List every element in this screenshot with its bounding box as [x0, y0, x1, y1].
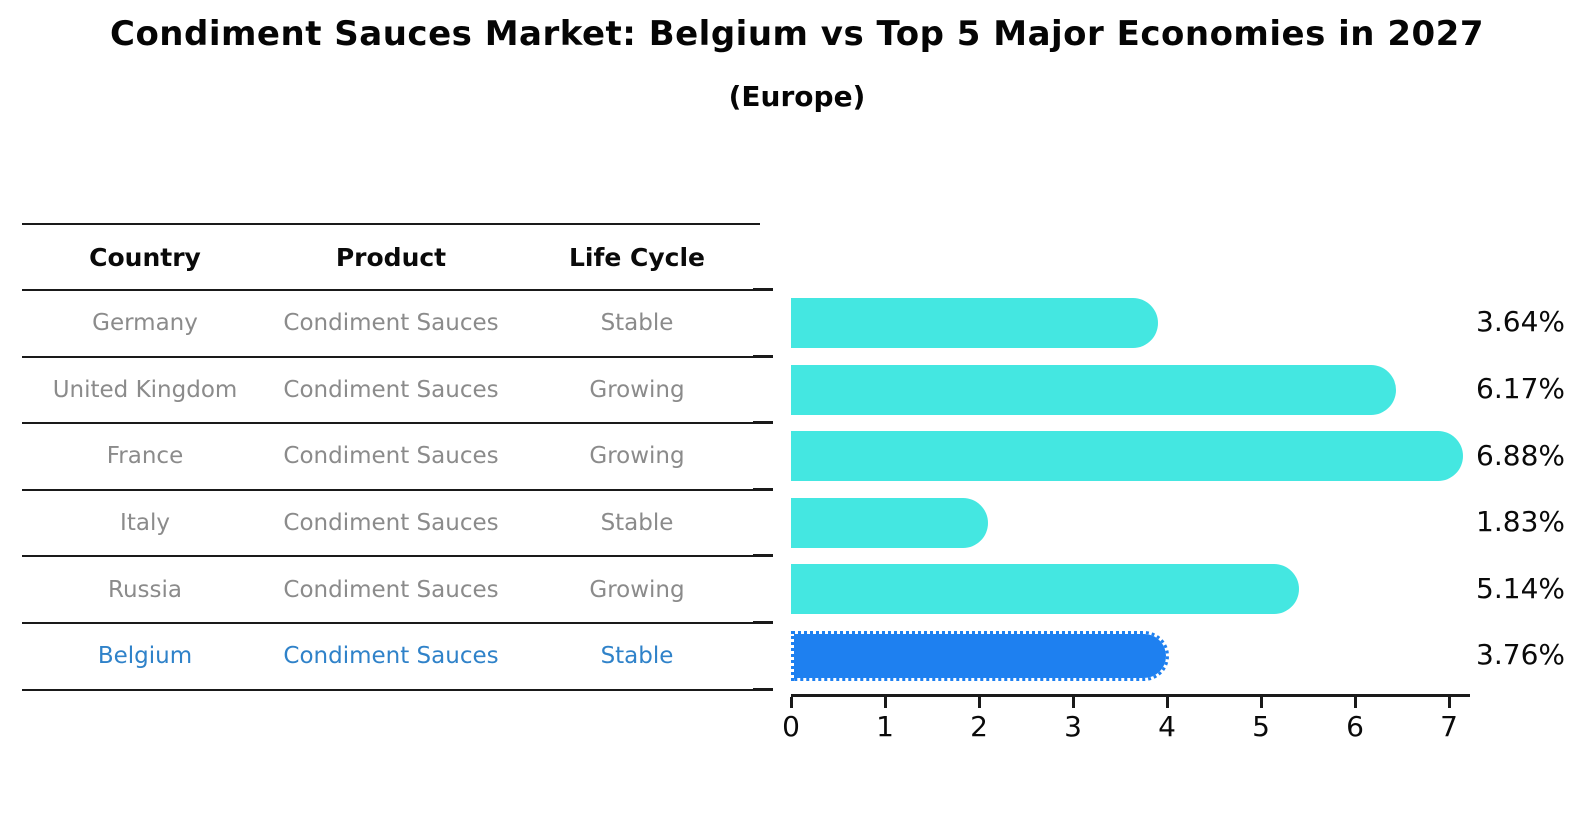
x-axis-tick: [790, 697, 793, 708]
x-axis-tick: [1354, 697, 1357, 708]
table-row: Italy Condiment Sauces Stable: [22, 491, 760, 558]
x-axis-tick: [978, 697, 981, 708]
cell-product: Condiment Sauces: [283, 376, 499, 403]
bar-france: [791, 431, 1463, 482]
x-axis-tick: [1448, 697, 1451, 708]
cell-product: Condiment Sauces: [283, 576, 499, 603]
cell-life-cycle: Growing: [589, 576, 685, 603]
chart-subtitle: (Europe): [728, 80, 866, 113]
x-tick-label: 2: [970, 710, 988, 743]
cell-life-cycle: Stable: [600, 310, 674, 337]
cell-product: Condiment Sauces: [283, 510, 499, 537]
cell-product: Condiment Sauces: [283, 310, 499, 337]
bar-russia: [791, 564, 1300, 615]
x-tick-label: 6: [1346, 710, 1364, 743]
bar-united-kingdom: [791, 364, 1396, 415]
bar-value-label: 6.88%: [1476, 438, 1565, 472]
bar-italy: [791, 497, 989, 548]
x-axis-tick: [1166, 697, 1169, 708]
table-header-row: Country Product Life Cycle: [22, 225, 760, 291]
bar-value-label: 1.83%: [1476, 505, 1565, 539]
table-row: Belgium Condiment Sauces Stable: [22, 624, 760, 691]
table-row: United Kingdom Condiment Sauces Growing: [22, 358, 760, 425]
chart-title: Condiment Sauces Market: Belgium vs Top …: [110, 14, 1484, 54]
cell-product: Condiment Sauces: [283, 443, 499, 470]
x-axis-tick: [884, 697, 887, 708]
cell-life-cycle: Growing: [589, 376, 685, 403]
table-body: Germany Condiment Sauces Stable United King…: [22, 291, 760, 691]
bar-value-label: 5.14%: [1476, 571, 1565, 605]
x-axis-tick: [1260, 697, 1263, 708]
bar-value-label: 6.17%: [1476, 371, 1565, 405]
cell-country: Italy: [120, 510, 170, 537]
bar-value-label: 3.64%: [1476, 305, 1565, 339]
table-row: Russia Condiment Sauces Growing: [22, 557, 760, 624]
x-axis-tick: [1072, 697, 1075, 708]
header-product: Product: [335, 242, 447, 272]
bar-belgium: [791, 631, 1170, 681]
cell-country: Germany: [92, 310, 198, 337]
x-tick-label: 0: [782, 710, 800, 743]
table-row: Germany Condiment Sauces Stable: [22, 291, 760, 358]
x-tick-label: 4: [1158, 710, 1176, 743]
cell-country: Russia: [108, 576, 182, 603]
cell-life-cycle: Growing: [589, 443, 685, 470]
x-tick-label: 5: [1252, 710, 1270, 743]
header-life-cycle: Life Cycle: [568, 242, 706, 272]
x-tick-label: 7: [1440, 710, 1458, 743]
bar-germany: [791, 298, 1159, 348]
cell-life-cycle: Stable: [600, 510, 674, 537]
table-row: France Condiment Sauces Growing: [22, 424, 760, 491]
x-tick-label: 3: [1064, 710, 1082, 743]
cell-product: Condiment Sauces: [283, 643, 499, 670]
x-tick-label: 1: [876, 710, 894, 743]
country-table: Country Product Life Cycle Germany Condim…: [22, 223, 760, 691]
header-country: Country: [89, 242, 201, 272]
cell-country: United Kingdom: [52, 376, 238, 403]
cell-country: Belgium: [97, 643, 193, 670]
cell-country: France: [106, 443, 184, 470]
bar-value-label: 3.76%: [1476, 638, 1565, 672]
cell-life-cycle: Stable: [600, 643, 674, 670]
x-axis-line: [791, 694, 1470, 697]
